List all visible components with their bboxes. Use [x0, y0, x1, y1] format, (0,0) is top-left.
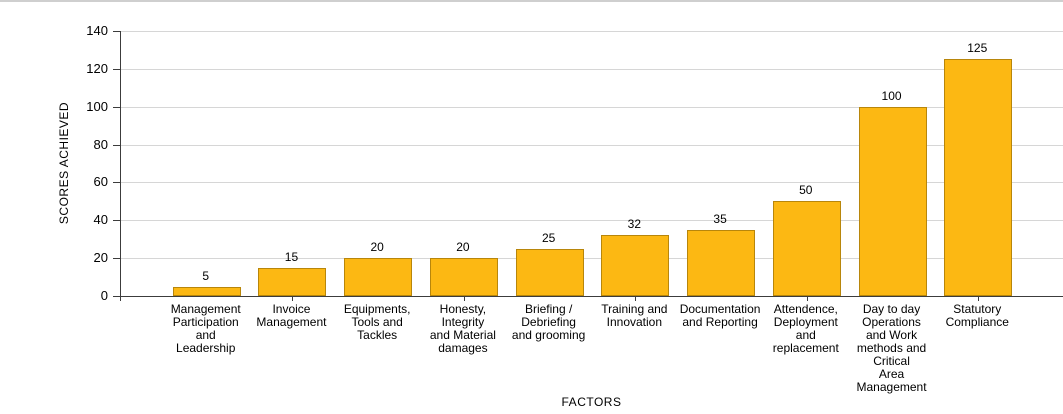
gridline — [121, 31, 1063, 32]
bar-value-label: 15 — [284, 249, 299, 264]
bar-value-label: 32 — [627, 217, 642, 232]
x-tick — [292, 296, 294, 301]
gridline — [121, 258, 1063, 260]
x-tick — [635, 296, 637, 301]
bar-value-label: 20 — [370, 240, 384, 255]
category-label: Briefing / Debriefing and grooming — [511, 302, 586, 342]
y-tick-label: 60 — [93, 174, 108, 190]
gridline — [121, 144, 1063, 146]
bar — [258, 267, 327, 296]
category-label: Statutory Compliance — [945, 302, 1009, 329]
x-tick — [806, 296, 808, 301]
bar-value-label: 100 — [881, 88, 902, 103]
category-label: Day to day Operations and Work methods a… — [856, 302, 927, 394]
bar — [172, 286, 241, 296]
y-tick-label: 120 — [86, 60, 108, 76]
bar-value-label: 25 — [541, 230, 556, 245]
y-tick-label: 0 — [100, 288, 108, 303]
x-tick — [463, 296, 465, 301]
y-tick — [113, 220, 120, 222]
category-label: Attendence, Deployment and replacement — [772, 302, 839, 355]
plot-area — [113, 31, 1063, 301]
gridline — [121, 68, 1063, 70]
y-tick — [113, 144, 120, 146]
bar — [429, 258, 498, 296]
bar — [515, 248, 584, 296]
y-axis-title: SCORES ACHIEVED — [57, 101, 71, 225]
y-tick — [113, 258, 120, 260]
bar-value-label: 35 — [713, 211, 727, 226]
category-label: Equipments, Tools and Tackles — [343, 302, 411, 342]
bar-value-label: 125 — [967, 41, 988, 56]
y-tick — [113, 296, 120, 297]
gridline — [121, 220, 1063, 222]
y-tick — [113, 106, 120, 108]
bar — [858, 106, 927, 296]
category-label: Documentation and Reporting — [679, 302, 761, 329]
x-axis-title: FACTORS — [561, 395, 622, 409]
bar-value-label: 20 — [456, 240, 470, 255]
bar — [687, 229, 756, 296]
y-tick — [113, 68, 120, 70]
bar-value-label: 50 — [799, 183, 813, 198]
gridline — [121, 182, 1063, 184]
bar-value-label: 5 — [202, 268, 210, 283]
category-label: Invoice Management — [256, 302, 327, 329]
gridline — [121, 106, 1063, 108]
category-label: Management Participation and Leadership — [170, 302, 241, 355]
x-tick — [120, 296, 121, 301]
category-label: Training and Innovation — [601, 302, 668, 329]
bar — [772, 201, 841, 296]
bar — [344, 258, 413, 296]
bar — [601, 235, 670, 296]
category-label: Honesty, Integrity and Material damages — [429, 302, 496, 355]
y-tick-label: 80 — [93, 136, 108, 152]
y-tick — [113, 182, 120, 184]
y-tick — [113, 31, 120, 32]
x-tick — [978, 296, 980, 301]
bar — [944, 59, 1013, 296]
y-tick-label: 40 — [93, 212, 108, 228]
page-top-border — [0, 0, 1063, 2]
y-tick-label: 100 — [86, 98, 108, 114]
y-tick-label: 140 — [86, 23, 108, 38]
y-tick-label: 20 — [93, 250, 108, 266]
